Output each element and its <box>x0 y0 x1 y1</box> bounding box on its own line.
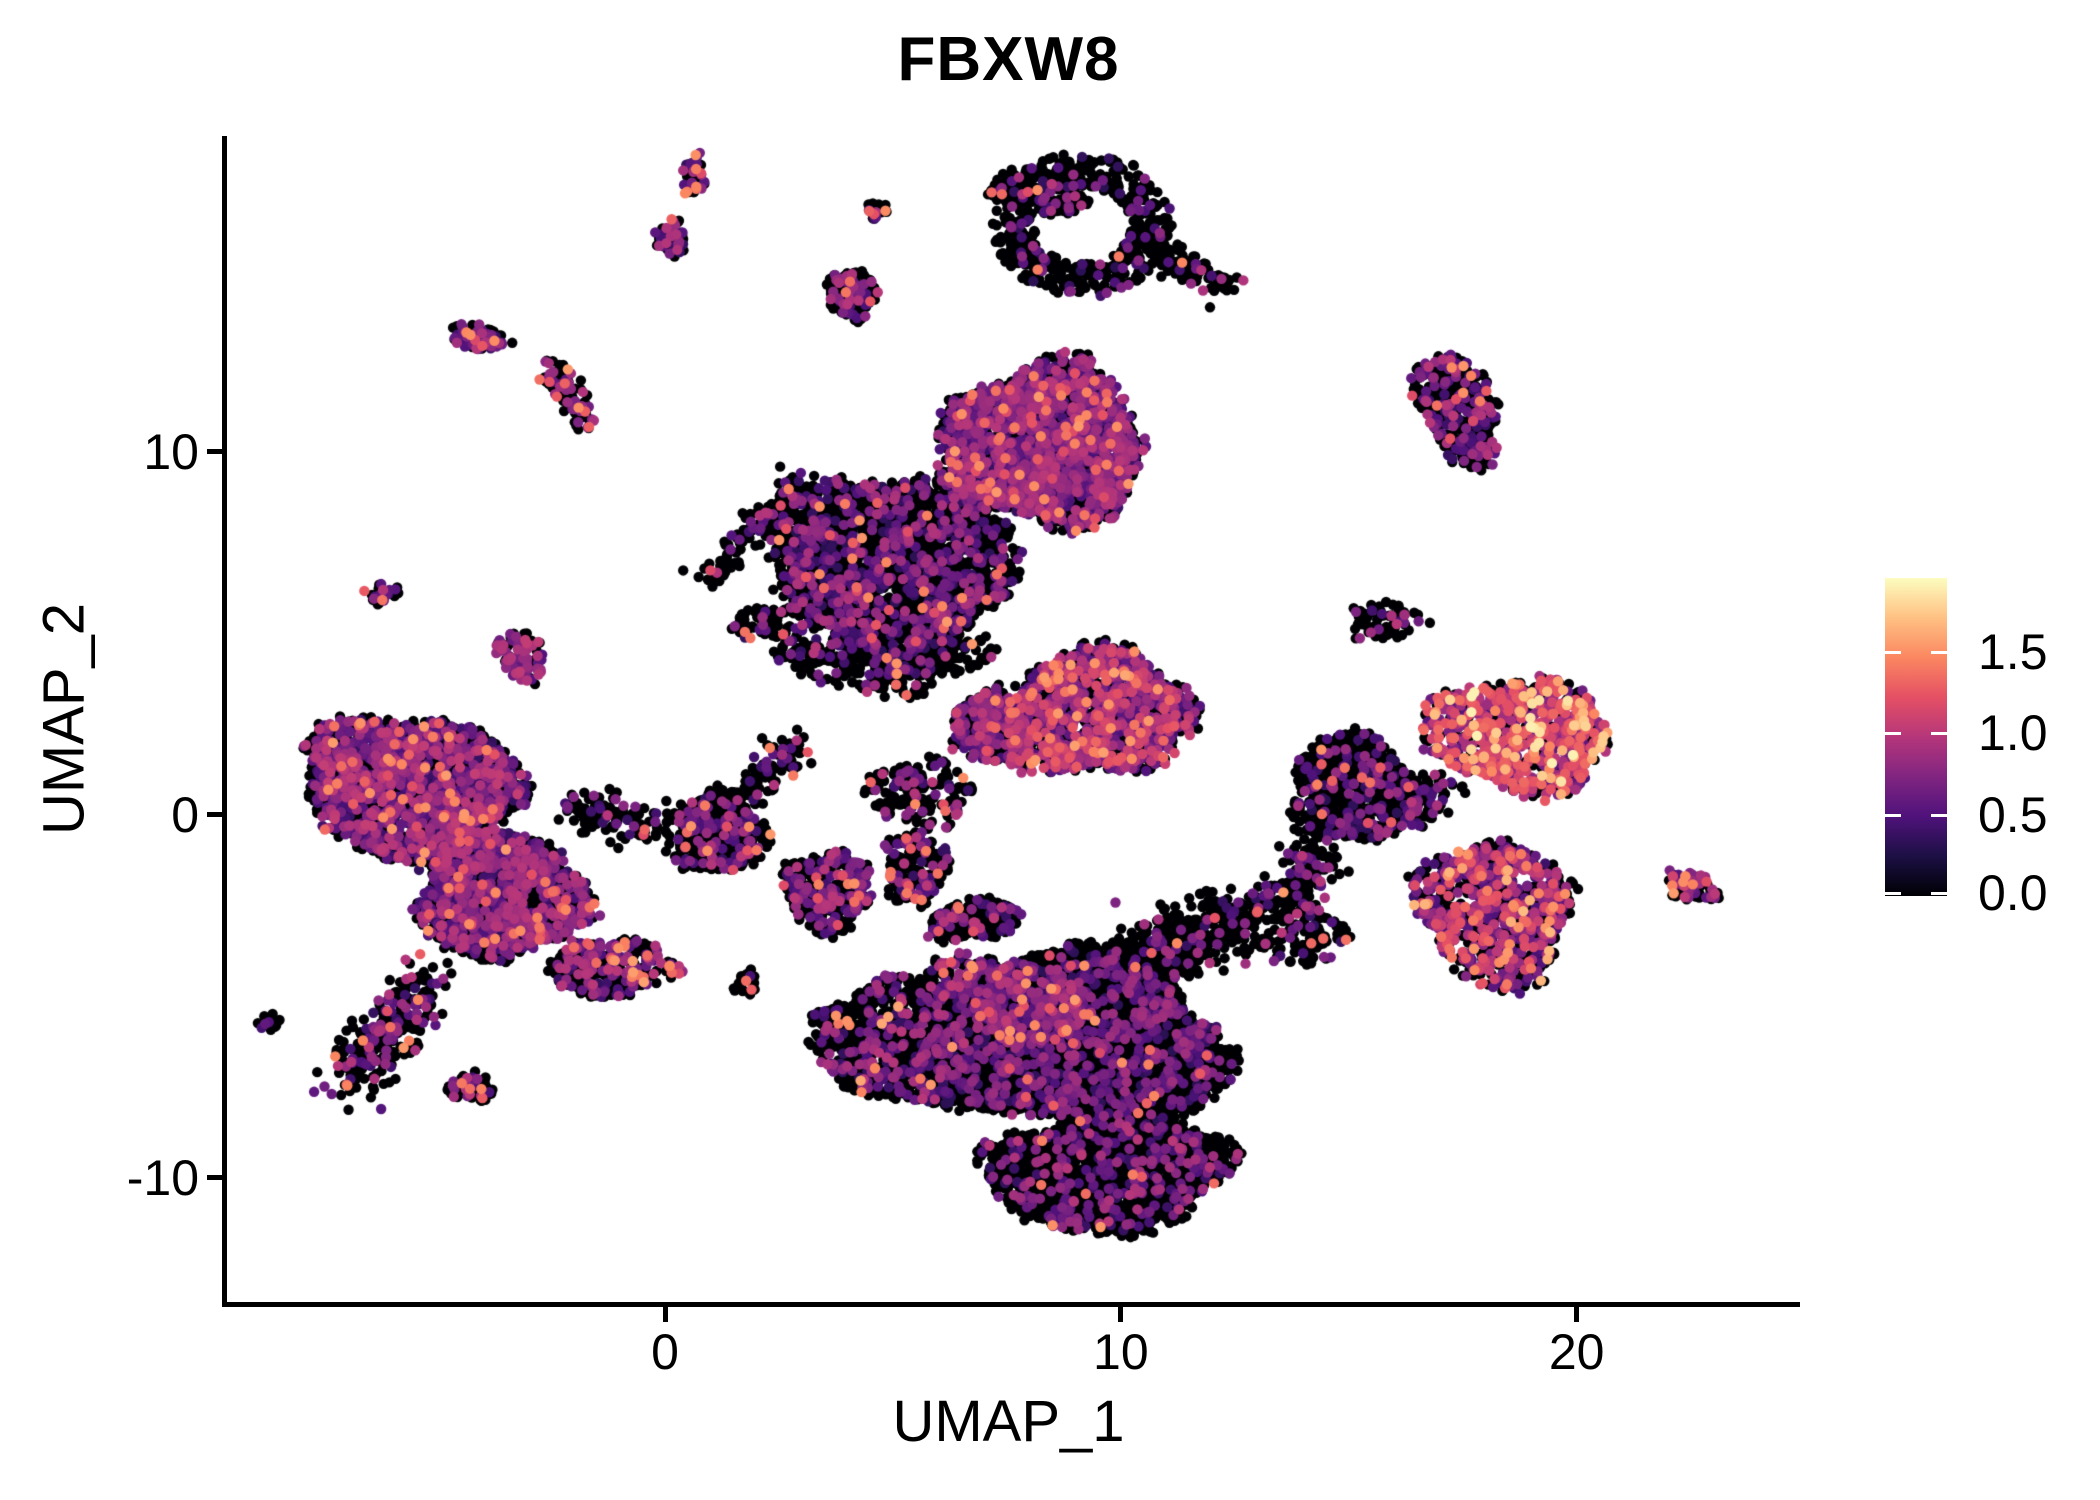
colorbar-tick-mark <box>1931 650 1947 654</box>
x-tick-mark <box>1118 1307 1124 1322</box>
colorbar-tick-mark <box>1931 813 1947 817</box>
y-axis-label: UMAP_2 <box>31 602 97 836</box>
y-tick-mark <box>207 449 222 455</box>
x-tick-label: 0 <box>651 1324 679 1380</box>
colorbar <box>1885 578 1947 896</box>
umap-scatter-canvas <box>227 136 1800 1302</box>
legend-tick-label: 0.0 <box>1978 865 2048 921</box>
colorbar-tick-mark <box>1885 813 1901 817</box>
y-tick-mark <box>207 812 222 818</box>
legend-tick-label: 0.5 <box>1978 786 2048 843</box>
x-tick-mark <box>662 1307 668 1322</box>
colorbar-tick-mark <box>1885 732 1901 736</box>
x-axis-label: UMAP_1 <box>892 1389 1125 1454</box>
colorbar-tick-mark <box>1885 650 1901 654</box>
y-tick-mark <box>207 1175 222 1181</box>
x-tick-mark <box>1574 1307 1580 1322</box>
x-tick-label: 10 <box>1093 1324 1149 1380</box>
y-tick-label: 10 <box>143 423 199 480</box>
plot-panel <box>222 136 1800 1307</box>
y-tick-label: 0 <box>171 786 199 843</box>
colorbar-tick-mark <box>1931 732 1947 736</box>
legend-tick-label: 1.5 <box>1978 623 2048 680</box>
colorbar-tick-mark <box>1931 892 1947 895</box>
legend-tick-label: 1.0 <box>1978 705 2048 762</box>
colorbar-tick-mark <box>1885 892 1901 895</box>
y-tick-label: -10 <box>126 1149 199 1206</box>
x-tick-label: 20 <box>1548 1324 1605 1380</box>
plot-title: FBXW8 <box>897 25 1120 94</box>
